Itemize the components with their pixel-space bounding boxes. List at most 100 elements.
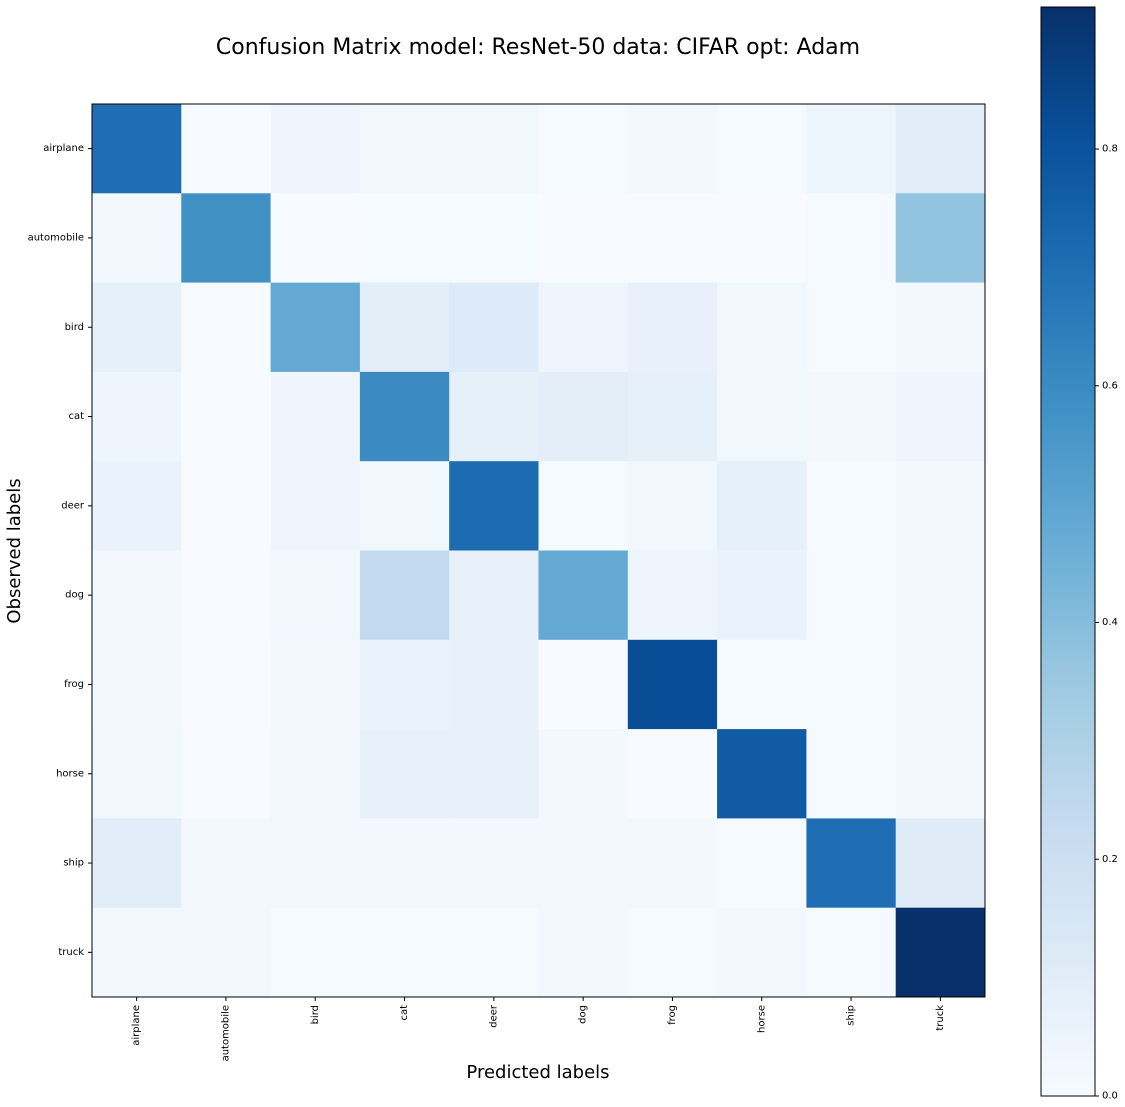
chart-title: Confusion Matrix model: ResNet-50 data: … bbox=[216, 35, 860, 60]
colorbar-tick-label: 0.8 bbox=[1102, 144, 1118, 155]
heatmap-cell-deer-ship bbox=[806, 461, 897, 551]
heatmap-cell-horse-airplane bbox=[92, 729, 182, 819]
y-tick-label: bird bbox=[65, 322, 84, 333]
heatmap-cell-airplane-airplane bbox=[92, 104, 182, 194]
colorbar-ticks: 0.0 0.2 0.4 0.6 0.8 bbox=[1095, 144, 1118, 1102]
heatmap-cell-dog-automobile bbox=[181, 550, 272, 641]
heatmap-cell-truck-automobile bbox=[181, 907, 272, 998]
colorbar-tick-label: 0.4 bbox=[1102, 617, 1118, 628]
heatmap-cell-bird-horse bbox=[717, 282, 807, 373]
heatmap-cell-truck-frog bbox=[627, 907, 718, 998]
heatmap-cell-ship-ship bbox=[806, 818, 897, 909]
heatmap-cell-ship-bird bbox=[270, 818, 361, 909]
y-tick-label: ship bbox=[63, 858, 84, 869]
x-tick-label: horse bbox=[756, 1005, 767, 1033]
heatmap-cell-airplane-cat bbox=[359, 104, 450, 194]
heatmap-cell-cat-frog bbox=[627, 371, 718, 462]
x-tick-label: bird bbox=[310, 1005, 321, 1024]
heatmap-cell-deer-deer bbox=[449, 461, 539, 551]
heatmap-cell-deer-automobile bbox=[181, 461, 272, 551]
heatmap-cell-automobile-ship bbox=[806, 193, 897, 284]
heatmap-cell-frog-deer bbox=[449, 639, 539, 730]
heatmap-cell-bird-dog bbox=[538, 282, 629, 373]
heatmap-cell-deer-airplane bbox=[92, 461, 182, 551]
heatmap-cell-deer-truck bbox=[895, 461, 986, 551]
heatmap-cell-truck-airplane bbox=[92, 907, 182, 998]
heatmap-cell-automobile-cat bbox=[359, 193, 450, 284]
heatmap-cell-ship-deer bbox=[449, 818, 539, 909]
heatmap-cell-airplane-ship bbox=[806, 104, 897, 194]
heatmap-cell-bird-ship bbox=[806, 282, 897, 373]
heatmap-cell-deer-frog bbox=[627, 461, 718, 551]
heatmap-cell-bird-airplane bbox=[92, 282, 182, 373]
heatmap-cell-frog-automobile bbox=[181, 639, 272, 730]
heatmap-cell-cat-deer bbox=[449, 371, 539, 462]
y-tick-label: horse bbox=[56, 768, 84, 779]
heatmap-cell-truck-horse bbox=[717, 907, 807, 998]
x-tick-label: cat bbox=[399, 1005, 410, 1021]
heatmap-cell-truck-truck bbox=[895, 907, 986, 998]
heatmap-cell-automobile-frog bbox=[627, 193, 718, 284]
x-tick-label: airplane bbox=[131, 1005, 142, 1046]
y-tick-label: cat bbox=[68, 411, 84, 422]
heatmap-cell-automobile-airplane bbox=[92, 193, 182, 284]
heatmap-cell-bird-automobile bbox=[181, 282, 272, 373]
heatmap-cell-dog-cat bbox=[359, 550, 450, 641]
heatmap-cell-airplane-automobile bbox=[181, 104, 272, 194]
heatmap-cell-truck-deer bbox=[449, 907, 539, 998]
heatmap-cell-cat-bird bbox=[270, 371, 361, 462]
heatmap-cell-cat-ship bbox=[806, 371, 897, 462]
heatmap-cell-ship-frog bbox=[627, 818, 718, 909]
heatmap-cell-deer-bird bbox=[270, 461, 361, 551]
heatmap-cell-dog-bird bbox=[270, 550, 361, 641]
x-tick-label: automobile bbox=[220, 1005, 231, 1061]
heatmap-cell-ship-airplane bbox=[92, 818, 182, 909]
heatmap-cell-deer-cat bbox=[359, 461, 450, 551]
heatmap-cell-automobile-truck bbox=[895, 193, 986, 284]
heatmap-cell-truck-bird bbox=[270, 907, 361, 998]
y-axis-title: Observed labels bbox=[4, 478, 25, 623]
heatmap-cell-cat-automobile bbox=[181, 371, 272, 462]
heatmap-cell-deer-dog bbox=[538, 461, 629, 551]
x-tick-label: ship bbox=[846, 1005, 857, 1026]
heatmap-cell-automobile-bird bbox=[270, 193, 361, 284]
heatmap-cell-dog-frog bbox=[627, 550, 718, 641]
heatmap-cell-ship-dog bbox=[538, 818, 629, 909]
y-tick-label: truck bbox=[58, 947, 84, 958]
heatmap-cell-ship-horse bbox=[717, 818, 807, 909]
heatmap-cell-cat-dog bbox=[538, 371, 629, 462]
heatmap-cell-horse-frog bbox=[627, 729, 718, 819]
heatmap-cell-automobile-automobile bbox=[181, 193, 272, 284]
heatmap-cell-horse-cat bbox=[359, 729, 450, 819]
heatmap-cell-airplane-horse bbox=[717, 104, 807, 194]
heatmap-cell-horse-deer bbox=[449, 729, 539, 819]
colorbar bbox=[1040, 6, 1096, 1097]
heatmap-cell-frog-frog bbox=[627, 639, 718, 730]
heatmap-cell-dog-dog bbox=[538, 550, 629, 641]
y-tick-label: deer bbox=[61, 500, 85, 511]
heatmap-cell-ship-truck bbox=[895, 818, 986, 909]
heatmap-cell-frog-cat bbox=[359, 639, 450, 730]
x-axis-ticks: airplane automobile bird cat deer dog frog hors… bbox=[131, 997, 946, 1061]
heatmap-cell-automobile-horse bbox=[717, 193, 807, 284]
heatmap-cell-bird-frog bbox=[627, 282, 718, 373]
heatmap-cell-dog-airplane bbox=[92, 550, 182, 641]
heatmap-cell-automobile-deer bbox=[449, 193, 539, 284]
heatmap-cell-truck-cat bbox=[359, 907, 450, 998]
heatmap-cell-dog-ship bbox=[806, 550, 897, 641]
x-tick-label: truck bbox=[935, 1005, 946, 1031]
heatmap-cell-horse-horse bbox=[717, 729, 807, 819]
heatmap-cell-airplane-deer bbox=[449, 104, 539, 194]
x-tick-label: deer bbox=[488, 1004, 499, 1028]
heatmap-cell-bird-cat bbox=[359, 282, 450, 373]
heatmap-cell-ship-automobile bbox=[181, 818, 272, 909]
heatmap-cell-automobile-dog bbox=[538, 193, 629, 284]
heatmap-cell-cat-cat bbox=[359, 371, 450, 462]
heatmap-cell-horse-automobile bbox=[181, 729, 272, 819]
colorbar-tick-label: 0.2 bbox=[1102, 854, 1118, 865]
y-tick-label: automobile bbox=[28, 232, 84, 243]
heatmap-cell-horse-dog bbox=[538, 729, 629, 819]
y-tick-label: dog bbox=[65, 590, 84, 601]
heatmap-cell-frog-horse bbox=[717, 639, 807, 730]
